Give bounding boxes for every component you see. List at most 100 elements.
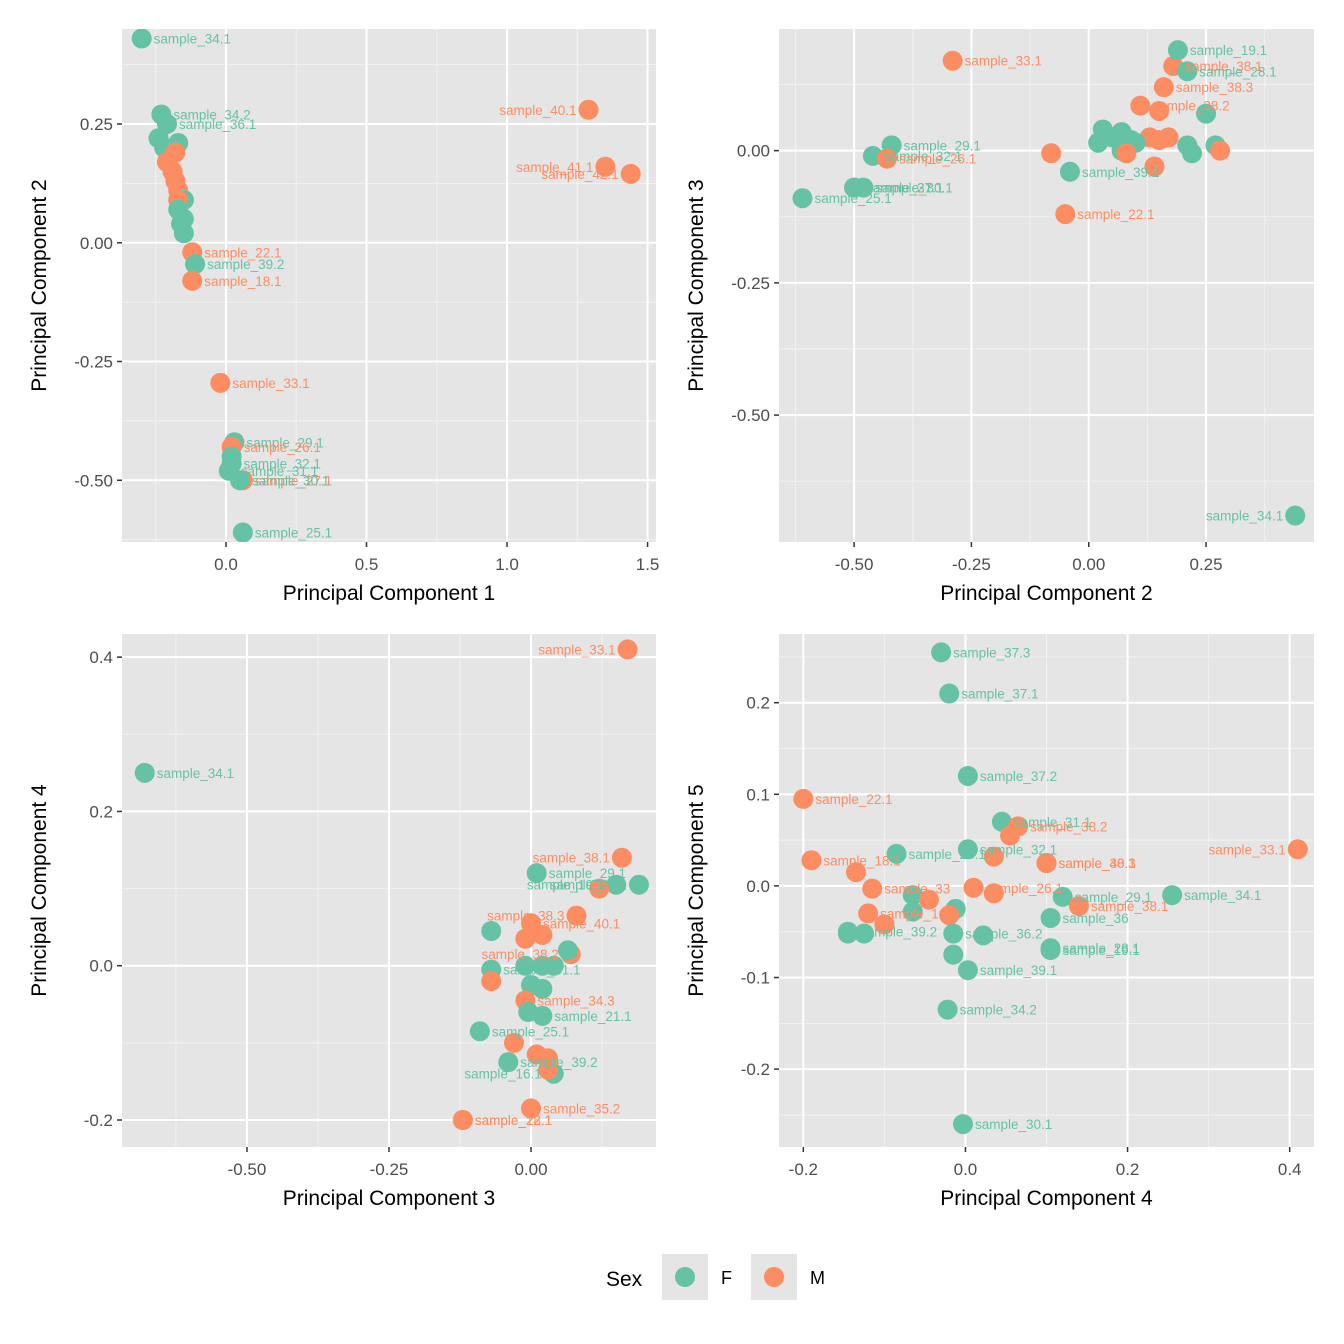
x-tick-label: -0.50 (835, 555, 874, 574)
data-point (1036, 853, 1057, 874)
data-point (939, 905, 960, 926)
point-label: sample_37.1 (961, 687, 1038, 702)
data-point (134, 762, 155, 783)
point-label: sample_22.1 (475, 1113, 552, 1128)
y-tick-label: 0.4 (89, 648, 113, 667)
data-point (532, 924, 553, 945)
data-point (611, 847, 632, 868)
data-point (595, 156, 616, 177)
y-tick-label: 0.0 (746, 877, 770, 896)
point-label: sample_27.1 (866, 181, 943, 196)
data-point (185, 254, 206, 275)
x-tick-label: 0.25 (1190, 555, 1223, 574)
data-point (862, 878, 883, 899)
data-point (1052, 886, 1073, 907)
data-point (1144, 156, 1165, 177)
panel-pc4-vs-pc5: -0.2 0.0 0.2 0.4 -0.2 -0.1 0.0 0.1 0.2 Principal … (685, 634, 1314, 1210)
point-label: sample_32.1 (885, 149, 962, 164)
point-label: sample_21.1 (554, 1009, 631, 1024)
data-point (182, 270, 203, 291)
x-tick-label: 0.00 (1072, 555, 1105, 574)
point-label: sample_22.1 (1077, 207, 1154, 222)
data-point (1181, 143, 1202, 164)
data-point (937, 999, 958, 1020)
data-point (1167, 40, 1188, 61)
legend-key-dot-m (764, 1267, 784, 1287)
point-label: sample_19.1 (1063, 943, 1140, 958)
data-point (578, 99, 599, 120)
x-tick-label: 0.0 (214, 555, 238, 574)
point-label: sample_34.2 (173, 108, 250, 123)
data-point (983, 883, 1004, 904)
data-point (1287, 839, 1308, 860)
point-label: sample_32.1 (244, 457, 321, 472)
point-label: sample_38.1 (1185, 59, 1262, 74)
x-tick-label: -0.50 (228, 1160, 267, 1179)
panel-background (779, 29, 1314, 542)
y-axis-title: Principal Component 5 (685, 784, 708, 996)
data-point (566, 905, 587, 926)
point-label: sample_37.3 (953, 645, 1030, 660)
point-label: sample_31.1 (503, 963, 580, 978)
data-point (481, 971, 502, 992)
y-tick-label: -0.2 (741, 1060, 770, 1079)
point-label: sample_39.2 (520, 1055, 597, 1070)
data-point (1158, 127, 1179, 148)
point-label: sample_29.1 (246, 435, 323, 450)
data-point (1153, 77, 1174, 98)
data-point (617, 639, 638, 660)
y-tick-label: -0.25 (74, 353, 113, 372)
data-point (943, 944, 964, 965)
point-label: sample_38.2 (481, 947, 558, 962)
point-label: sample_29.1 (904, 138, 981, 153)
point-label: sample_27.1 (255, 473, 332, 488)
point-label: sample_29.1 (549, 866, 626, 881)
data-point (232, 522, 253, 542)
points-layer: sample_33.1sample_34.1sample_38.1sample_… (134, 639, 649, 1130)
panel-pc1-vs-pc2: 0.0 0.5 1.0 1.5 -0.50 -0.25 0.00 0.25 Principal … (28, 29, 659, 605)
point-label: sample_34.1 (154, 32, 231, 47)
data-point (931, 642, 952, 663)
point-label: sample_28.1 (550, 878, 627, 893)
data-point (957, 765, 978, 786)
y-tick-label: -0.1 (741, 969, 770, 988)
point-label: sample_38.3 (1176, 80, 1253, 95)
point-label: sample_31.1 (1014, 815, 1091, 830)
data-point (886, 843, 907, 864)
data-point (858, 903, 879, 924)
x-axis-title: Principal Component 4 (940, 1187, 1153, 1210)
x-tick-label: 0.5 (355, 555, 379, 574)
data-point (973, 925, 994, 946)
data-point (1149, 100, 1170, 121)
data-point (876, 148, 897, 169)
panel-background (122, 29, 656, 542)
legend-key-dot-f (675, 1267, 695, 1287)
data-point (543, 955, 564, 976)
data-point (1041, 143, 1062, 164)
point-label: sample_30.1 (875, 181, 952, 196)
point-label: sample_40.1 (543, 916, 620, 931)
data-point (469, 1021, 490, 1042)
data-point (854, 923, 875, 944)
data-point (1000, 825, 1021, 846)
y-tick-label: -0.2 (84, 1111, 113, 1130)
point-label: sample_39.1 (980, 963, 1057, 978)
data-point (1162, 885, 1183, 906)
point-label: sample_38.2 (1030, 819, 1107, 834)
point-label: sample_33.1 (538, 642, 615, 657)
data-point (526, 863, 547, 884)
data-point (628, 874, 649, 895)
data-point (173, 223, 194, 244)
point-label: sample_35.2 (543, 1101, 620, 1116)
point-label: sample_18.1 (823, 853, 900, 868)
data-point (902, 885, 923, 906)
point-label: sample_40.1 (499, 103, 576, 118)
data-point (1040, 907, 1061, 928)
x-tick-label: 0.0 (954, 1160, 978, 1179)
point-label: sample_26.1 (244, 440, 321, 455)
y-axis-title: Principal Component 4 (28, 784, 51, 997)
panel-pc2-vs-pc3: -0.50 -0.25 0.00 0.25 -0.50 -0.25 0.00 Principa… (685, 29, 1314, 605)
